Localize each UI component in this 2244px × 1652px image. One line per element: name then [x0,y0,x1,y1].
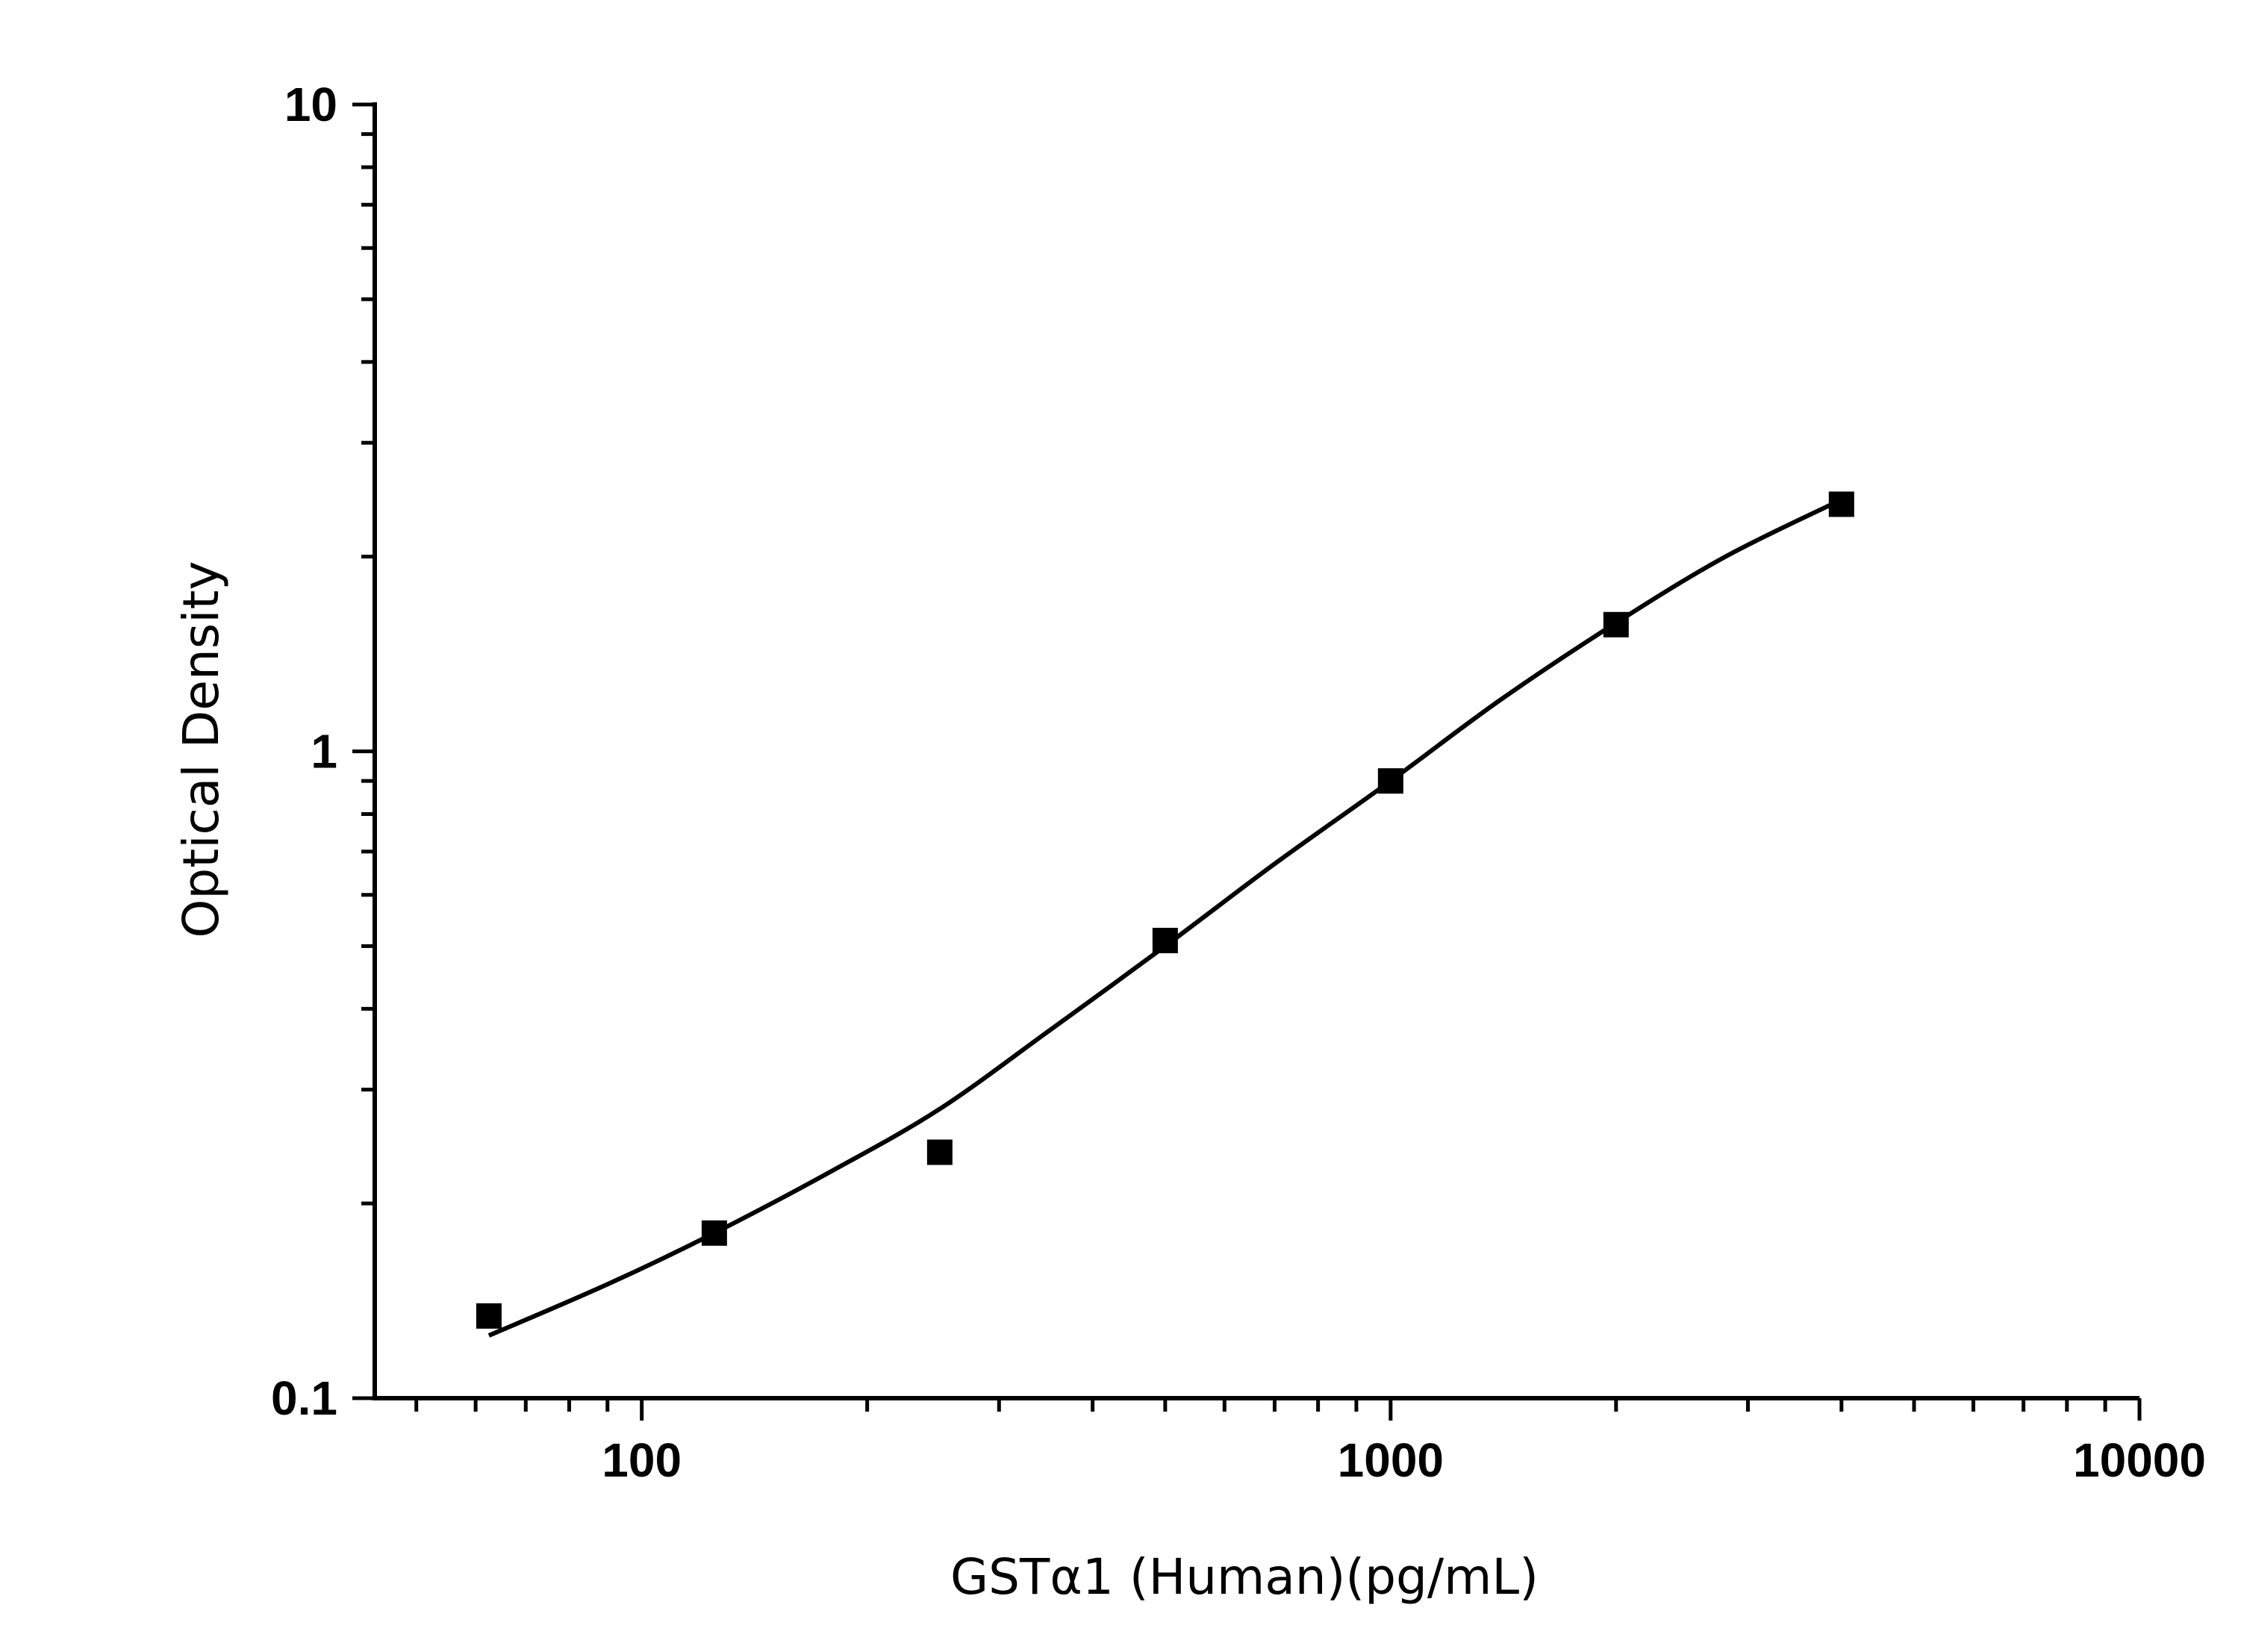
x-axis-title: GSTα1 (Human)(pg/mL) [950,1548,1539,1606]
data-point [1152,927,1178,953]
data-point [1377,768,1403,794]
fit-curve [487,497,1843,1338]
data-points [476,491,1854,1329]
data-point [476,1303,502,1329]
y-tick-label: 0.1 [271,1371,337,1425]
y-tick-label: 1 [311,725,337,779]
y-tick-label: 10 [284,78,337,131]
data-point [701,1220,727,1246]
ticks [352,102,2142,1421]
x-tick-label: 10000 [2073,1433,2206,1487]
x-tick-label: 100 [602,1433,682,1487]
y-axis-title: Optical Density [172,561,230,938]
data-point [1828,491,1854,517]
tick-labels: 100 1000 10000 0.1 1 10 [271,78,2206,1487]
data-point [926,1139,953,1165]
axes [373,102,2139,1400]
data-point [1603,611,1629,638]
x-tick-label: 1000 [1338,1433,1444,1487]
